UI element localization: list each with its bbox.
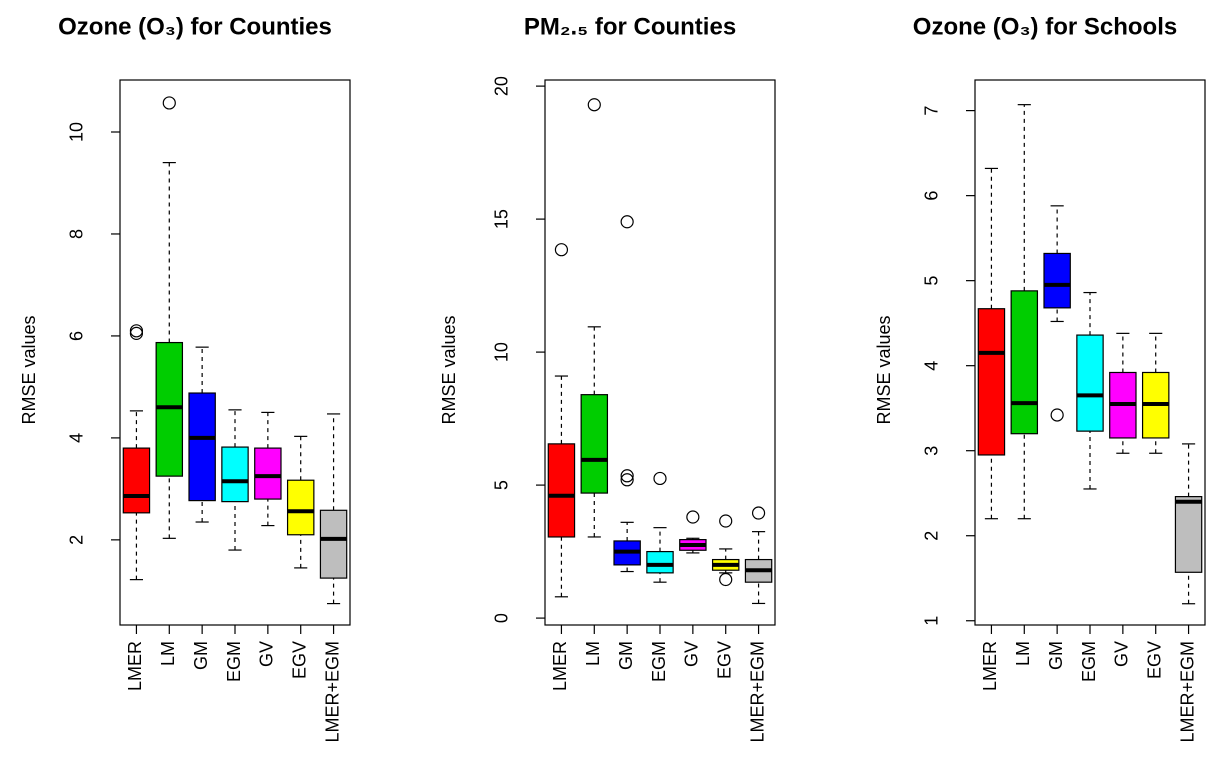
- y-tick-label: 5: [492, 480, 512, 490]
- outlier: [719, 514, 733, 528]
- y-tick-label: 4: [67, 433, 87, 443]
- x-tick-label: GV: [1112, 641, 1132, 667]
- y-tick-label: 10: [492, 342, 512, 362]
- chart-title: Ozone (O₃) for Counties: [58, 13, 332, 40]
- box: [319, 509, 348, 579]
- outlier: [653, 471, 667, 486]
- outlier: [162, 96, 176, 110]
- y-tick-label: 20: [492, 76, 512, 96]
- y-tick-label: 15: [492, 209, 512, 229]
- y-tick-label: 2: [922, 531, 942, 541]
- x-tick-label: LMER: [980, 641, 1000, 691]
- chart-title: Ozone (O₃) for Schools: [913, 13, 1177, 40]
- x-tick-label: EGV: [1144, 641, 1164, 679]
- y-tick-label: 1: [922, 616, 942, 626]
- x-tick-label: LM: [1013, 641, 1033, 666]
- y-tick-label: 4: [922, 361, 942, 371]
- box: [221, 446, 249, 503]
- x-tick-label: GV: [257, 641, 277, 667]
- y-tick-label: 6: [922, 191, 942, 201]
- y-tick-label: 10: [67, 122, 87, 142]
- box: [122, 447, 151, 514]
- chart-title: PM₂.₅ for Counties: [524, 13, 736, 40]
- x-tick-label: GV: [682, 641, 702, 667]
- x-tick-label: LMER: [125, 641, 145, 691]
- y-tick-label: 0: [492, 613, 512, 623]
- outlier: [1050, 408, 1064, 422]
- box: [1174, 496, 1203, 573]
- y-tick-label: 3: [922, 446, 942, 456]
- box: [977, 308, 1006, 456]
- x-tick-label: LMER+EGM: [322, 641, 342, 743]
- x-tick-label: EGM: [1079, 641, 1099, 682]
- box: [286, 479, 315, 536]
- plot-frame: [119, 79, 351, 626]
- x-tick-label: LMER: [550, 641, 570, 691]
- x-tick-label: LMER+EGM: [1177, 641, 1197, 743]
- box: [1043, 252, 1071, 309]
- y-tick-label: 5: [922, 276, 942, 286]
- y-axis-label: RMSE values: [19, 315, 39, 424]
- x-tick-label: LM: [158, 641, 178, 666]
- x-tick-label: GM: [191, 641, 211, 670]
- outlier: [129, 326, 144, 340]
- y-tick-label: 6: [67, 331, 87, 341]
- y-tick-label: 2: [67, 535, 87, 545]
- y-tick-label: 7: [922, 106, 942, 116]
- box: [646, 550, 674, 574]
- outlier: [587, 98, 601, 112]
- outlier: [554, 243, 569, 257]
- outlier: [686, 510, 700, 524]
- x-tick-label: EGM: [224, 641, 244, 682]
- y-axis-label: RMSE values: [439, 315, 459, 424]
- outlier: [620, 473, 634, 487]
- outlier: [129, 324, 144, 338]
- box: [547, 443, 576, 538]
- x-tick-label: EGV: [714, 641, 734, 679]
- x-tick-label: GM: [1046, 641, 1066, 670]
- box: [1076, 334, 1104, 432]
- y-axis-label: RMSE values: [874, 315, 894, 424]
- box: [1010, 290, 1039, 435]
- box: [188, 392, 216, 502]
- box: [254, 447, 282, 500]
- outlier: [620, 215, 634, 229]
- box: [155, 341, 184, 477]
- x-tick-label: GM: [616, 641, 636, 670]
- box: [580, 394, 609, 494]
- x-tick-label: LMER+EGM: [747, 641, 767, 743]
- x-tick-label: LM: [583, 641, 603, 666]
- x-tick-label: EGM: [649, 641, 669, 682]
- x-tick-label: EGV: [289, 641, 309, 679]
- y-tick-label: 8: [67, 229, 87, 239]
- outlier: [620, 469, 634, 483]
- outlier: [751, 506, 766, 520]
- outlier: [719, 572, 733, 587]
